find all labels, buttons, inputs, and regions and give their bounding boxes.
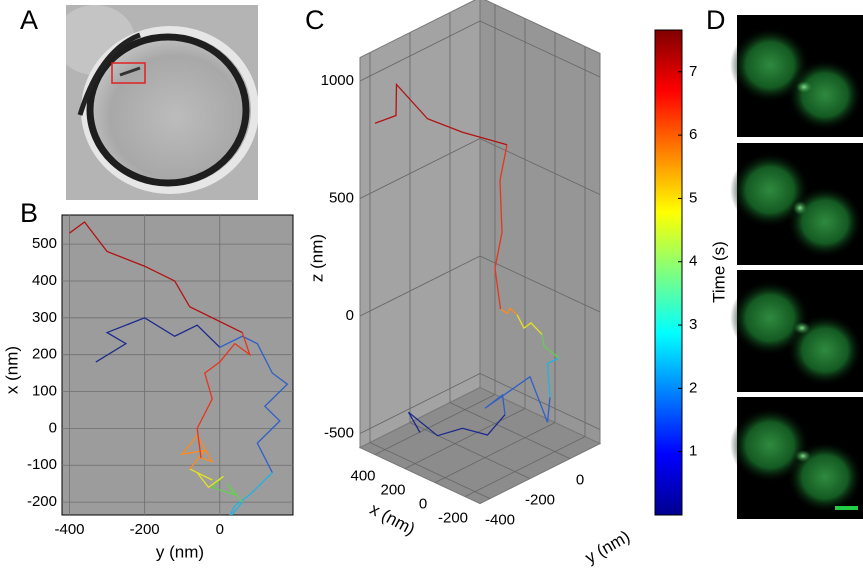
panel-label: C — [305, 5, 325, 35]
trajectory — [500, 307, 518, 316]
plot-c: -500 0 500 1000 -200 0 200 400 -400 -200 0 — [321, 0, 602, 529]
z-tick-label: -500 — [324, 424, 354, 441]
x-tick-label: 200 — [380, 482, 405, 499]
y-tick-label: 100 — [32, 383, 57, 400]
y-tick-label: -200 — [27, 493, 57, 510]
trajectory — [95, 317, 221, 363]
grid-line — [359, 373, 481, 434]
colorbar-fill — [654, 29, 683, 516]
plot-b: -400 -200 0 -200 -100 0 100 200 300 400 500 — [27, 215, 293, 538]
y-axis-label: y (nm) — [582, 527, 633, 568]
colorbar-tick-label: 7 — [689, 63, 697, 80]
y-tick-label: 500 — [32, 235, 57, 252]
y-tick-label: -400 — [485, 512, 515, 529]
colorbar: 1 2 3 4 5 6 7 — [654, 29, 697, 516]
colorbar-tick-label: 5 — [689, 189, 697, 206]
floor — [358, 387, 602, 505]
colorbar-tick-label: 2 — [689, 379, 697, 396]
colorbar-tick-label: 6 — [689, 126, 697, 143]
trajectory — [180, 434, 214, 470]
grid-line — [449, 402, 571, 459]
y-tick-label: 300 — [32, 309, 57, 326]
trajectory — [546, 357, 560, 398]
y-axis-label: x (nm) — [2, 346, 21, 394]
y-tick-label: -100 — [27, 456, 57, 473]
y-tick-label: 0 — [49, 419, 57, 436]
micrograph — [66, 5, 258, 200]
y-tick-label: -200 — [525, 492, 555, 509]
trajectory — [196, 332, 252, 458]
y-tick-label: 200 — [32, 346, 57, 363]
x-tick-label: 0 — [216, 521, 224, 538]
trajectory — [494, 144, 508, 310]
grid-line — [404, 408, 526, 469]
z-tick-label: 0 — [346, 307, 354, 324]
z-axis-label: z (nm) — [307, 234, 326, 282]
panel-label: A — [20, 5, 38, 35]
x-tick-label: 400 — [350, 468, 375, 485]
trajectory — [69, 221, 243, 334]
trajectory — [211, 475, 243, 503]
colorbar-label: Time (s) — [709, 241, 728, 303]
x-tick-label: -200 — [438, 510, 468, 527]
grid-line — [434, 422, 556, 483]
x-axis-label: x (nm) — [367, 499, 418, 538]
grid-line — [359, 20, 481, 82]
trajectory — [541, 334, 560, 359]
frame — [730, 143, 863, 265]
fluorescence-images — [730, 15, 863, 519]
trajectory — [219, 335, 289, 473]
grid-line — [369, 442, 491, 499]
trajectory — [189, 468, 224, 489]
grid-line — [479, 255, 601, 313]
wall — [359, 0, 481, 449]
colorbar-tick-label: 3 — [689, 316, 697, 333]
colorbar-tick-label: 4 — [689, 253, 697, 270]
colorbar-tick-label: 1 — [689, 443, 697, 460]
x-tick-label: 0 — [419, 496, 427, 513]
frame — [730, 15, 863, 137]
grid-line — [409, 422, 531, 479]
x-tick-label: -200 — [130, 521, 160, 538]
grid-line — [479, 20, 601, 78]
grid-line — [359, 138, 481, 199]
trajectory — [407, 411, 506, 437]
frame — [730, 397, 863, 519]
trajectory — [516, 314, 543, 335]
z-tick-label: 500 — [329, 189, 354, 206]
trajectory — [229, 472, 273, 515]
traces — [69, 221, 289, 515]
panel-label: D — [706, 5, 726, 35]
panel-label: B — [20, 198, 38, 228]
plot-area — [61, 214, 294, 516]
grid-line — [464, 436, 586, 497]
trajectory — [374, 82, 508, 146]
y-tick-label: 0 — [576, 472, 584, 489]
x-axis-label: y (nm) — [156, 542, 204, 561]
wall — [479, 0, 601, 445]
grid-line — [374, 394, 496, 455]
grid-line — [359, 255, 481, 317]
grid-line — [479, 138, 601, 195]
frame — [730, 270, 863, 392]
y-tick-label: 400 — [32, 272, 57, 289]
z-tick-label: 1000 — [321, 72, 354, 89]
x-tick-label: -400 — [54, 521, 84, 538]
trajectory — [484, 375, 551, 423]
